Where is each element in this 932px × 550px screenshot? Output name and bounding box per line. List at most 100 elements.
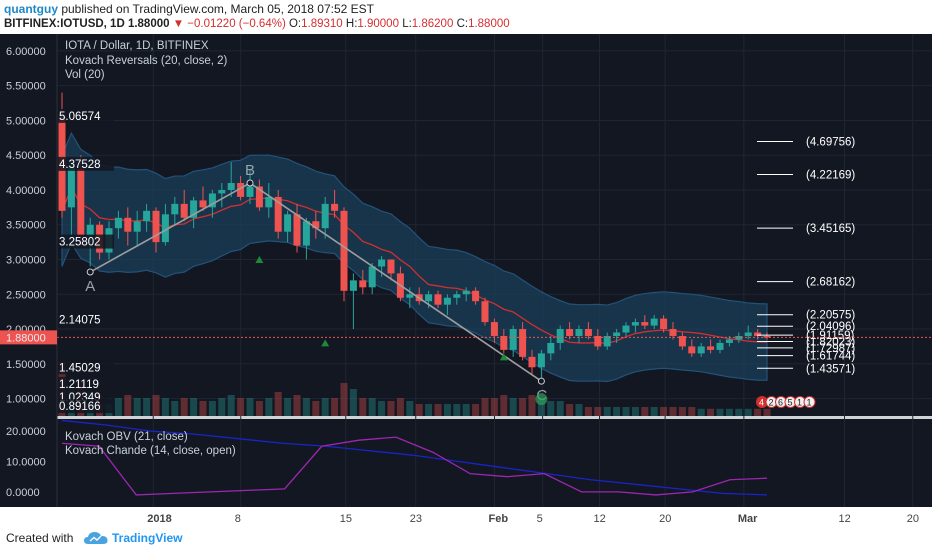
event-badge-label: 5: [788, 398, 793, 408]
candle-body: [641, 322, 649, 326]
candle-body: [67, 165, 75, 208]
candle-body: [688, 346, 696, 354]
time-tick-label: Feb: [489, 513, 509, 525]
chart-area[interactable]: ABC 5.065744.375283.258022.140751.450291…: [0, 34, 932, 527]
candle-body: [584, 329, 592, 336]
candle-body: [425, 294, 433, 302]
volume-bar: [331, 398, 339, 416]
volume-bar: [227, 395, 235, 416]
candle-body: [246, 186, 254, 197]
volume-bar: [556, 401, 564, 416]
candle-body: [603, 335, 611, 347]
volume-bar: [349, 389, 357, 416]
lower-tick-label: 20.0000: [6, 426, 46, 438]
volume-bar: [462, 404, 470, 416]
left-level-bg: [57, 108, 114, 123]
author-link[interactable]: quantguy: [4, 2, 58, 16]
volume-bar: [133, 398, 141, 416]
volume-bar: [472, 404, 480, 416]
tradingview-logo-text[interactable]: TradingView: [112, 531, 183, 545]
event-badge-label: 2: [769, 398, 774, 408]
c-label: C:: [456, 18, 469, 30]
price-tick-label: 3.50000: [6, 220, 46, 232]
volume-bar: [368, 398, 376, 416]
right-level-label: (1.91159): [806, 330, 855, 342]
candle-body: [340, 210, 348, 291]
o-value: 1.89310: [301, 18, 343, 30]
candle-body: [678, 335, 686, 347]
volume-bar: [509, 398, 517, 416]
time-tick-label: 15: [340, 513, 352, 525]
candle-body: [763, 335, 771, 338]
candle-body: [218, 189, 226, 194]
candle-body: [443, 297, 451, 305]
symbol-info: BITFINEX:IOTUSD, 1D 1.88000 ▼ −0.01220 (…: [4, 18, 510, 30]
tradingview-cloud-icon: [84, 532, 108, 544]
volume-bar: [697, 408, 705, 416]
legend-kovach-reversals: Kovach Reversals (20, close, 2): [65, 55, 228, 67]
candle-body: [462, 290, 470, 295]
pane-divider: [0, 416, 932, 419]
price-tick-label: 1.00000: [6, 394, 46, 406]
abc-pattern[interactable]: ABC: [85, 162, 548, 406]
volume-bar: [725, 408, 733, 416]
abc-point: [246, 179, 254, 187]
price-tick-label: 1.50000: [6, 359, 46, 371]
volume-bar: [208, 401, 216, 416]
h-label: H:: [345, 18, 358, 30]
candle-body: [509, 329, 517, 350]
price-axis[interactable]: 6.00000 5.50000 5.00000 4.50000 4.00000 3.500…: [0, 34, 58, 507]
published-text: published on TradingView.com, March 05, …: [58, 2, 374, 16]
volume-bar: [265, 398, 273, 416]
legend-main-title: IOTA / Dollar, 1D, BITFINEX: [65, 40, 209, 52]
footer: Created with TradingView: [0, 527, 932, 550]
candle-body: [199, 200, 207, 208]
volume-bar: [284, 398, 292, 416]
candle-body: [575, 329, 583, 336]
volume-bar: [519, 398, 527, 416]
candle-body: [368, 266, 376, 288]
volume-bar: [425, 404, 433, 416]
lower-tick-label: 0.0000: [6, 487, 40, 499]
candle-body: [180, 203, 188, 218]
time-axis[interactable]: 2018 8 15 23 Feb 5 12 20 Mar 12 20: [147, 513, 919, 525]
candle-body: [660, 318, 668, 330]
abc-label-a: A: [85, 278, 95, 295]
left-level-label: 5.06574: [59, 111, 101, 123]
candle-body: [124, 217, 132, 232]
volume-bar: [650, 407, 658, 416]
time-tick-label: 5: [537, 513, 543, 525]
volume-bar: [528, 395, 536, 416]
volume-bar: [481, 398, 489, 416]
volume-bar: [190, 398, 198, 416]
volume-bar: [763, 408, 771, 416]
lower-indicators: 20.0000 10.0000 0.0000: [6, 419, 768, 499]
reversal-up-marker: [499, 353, 508, 361]
middle-band-line: [61, 186, 768, 344]
price-tick-label: 6.00000: [6, 46, 46, 58]
left-level-label: 2.14075: [59, 314, 101, 326]
volume-bar: [594, 407, 602, 416]
event-badge-label: 4: [759, 398, 764, 408]
abc-point: [537, 377, 545, 385]
volume-bar: [415, 404, 423, 416]
candle-body: [697, 346, 705, 354]
reversal-up-marker: [255, 255, 264, 263]
volume-bar: [246, 398, 254, 416]
volume-bar: [312, 401, 320, 416]
volume-bar: [143, 398, 151, 416]
volume-bar: [537, 398, 545, 416]
volume-bar: [274, 392, 282, 416]
volume-bar: [500, 395, 508, 416]
legend-kovach-obv: Kovach OBV (21, close): [65, 431, 188, 443]
price-tick-label: 5.50000: [6, 81, 46, 93]
volume-bar: [547, 401, 555, 416]
candle-body: [190, 200, 198, 218]
price-tick-label: 4.00000: [6, 185, 46, 197]
time-tick-label: 20: [907, 513, 919, 525]
candle-body: [265, 196, 273, 208]
h-value: 1.90000: [357, 18, 399, 30]
time-tick-label: Mar: [738, 513, 758, 525]
candle-body: [631, 322, 639, 326]
o-label: O:: [288, 18, 302, 30]
